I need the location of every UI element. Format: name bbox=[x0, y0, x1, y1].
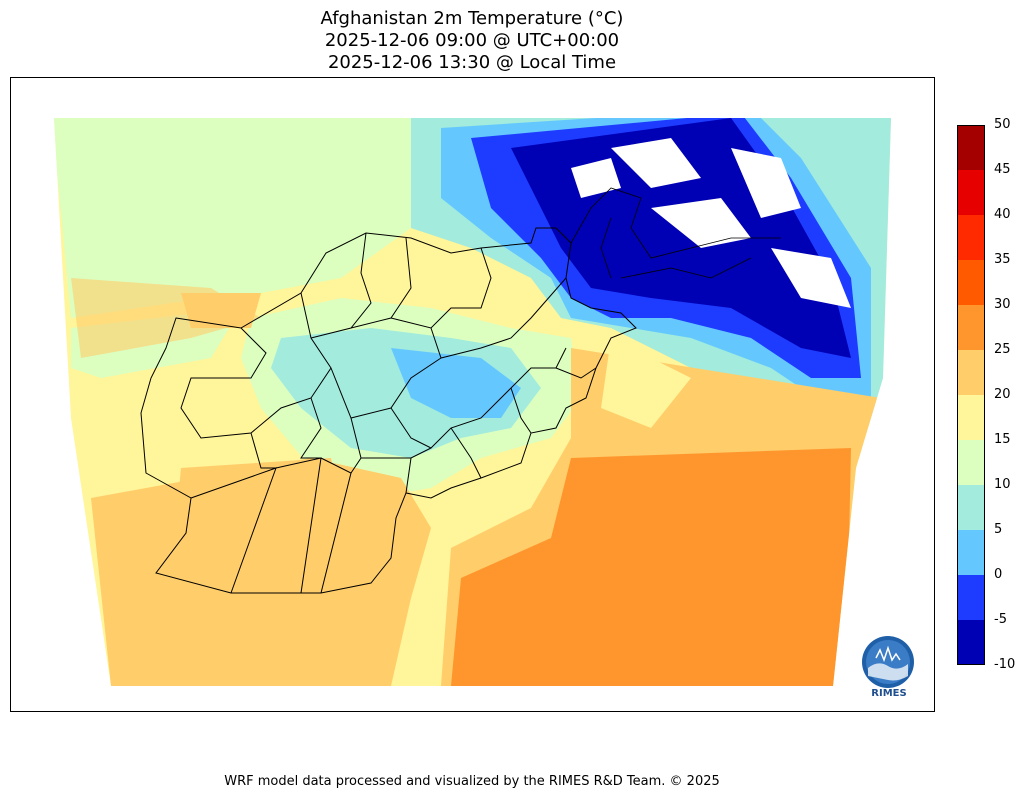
colorbar-segment bbox=[957, 620, 985, 665]
colorbar-segment bbox=[957, 305, 985, 350]
colorbar-segment bbox=[957, 170, 985, 215]
colorbar-segment bbox=[957, 485, 985, 530]
rimes-logo-icon: RIMES bbox=[862, 636, 914, 699]
colorbar-tick-label: 20 bbox=[994, 387, 1011, 402]
title-line-2: 2025-12-06 09:00 @ UTC+00:00 bbox=[324, 30, 620, 51]
colorbar-tick-label: 15 bbox=[994, 432, 1011, 447]
colorbar-tick-label: 25 bbox=[994, 342, 1011, 357]
colorbar-tick-label: 5 bbox=[994, 522, 1003, 537]
footer-credit: WRF model data processed and visualized … bbox=[224, 774, 720, 789]
colorbar-tick-label: 40 bbox=[994, 207, 1011, 222]
colorbar-tick-label: 50 bbox=[994, 117, 1011, 132]
logo-text: RIMES bbox=[871, 688, 906, 699]
colorbar bbox=[957, 125, 985, 665]
colorbar-tick-label: -10 bbox=[994, 657, 1016, 672]
map-frame bbox=[10, 77, 935, 712]
colorbar-segment bbox=[957, 395, 985, 440]
northern-boundaries bbox=[570, 187, 781, 279]
colorbar-tick-label: 0 bbox=[994, 567, 1003, 582]
colorbar-segment bbox=[957, 215, 985, 260]
colorbar-tick-label: -5 bbox=[994, 612, 1007, 627]
colorbar-segment bbox=[957, 350, 985, 395]
colorbar-segment bbox=[957, 125, 985, 170]
colorbar-tick-label: 30 bbox=[994, 297, 1011, 312]
temperature-field bbox=[54, 118, 891, 686]
colorbar-segment bbox=[957, 530, 985, 575]
colorbar-tick-label: 10 bbox=[994, 477, 1011, 492]
colorbar-segment bbox=[957, 440, 985, 485]
province-borders bbox=[140, 227, 637, 594]
colorbar-tick-label: 45 bbox=[994, 162, 1011, 177]
title-line-1: Afghanistan 2m Temperature (°C) bbox=[320, 8, 624, 29]
colorbar-segment bbox=[957, 260, 985, 305]
temperature-map bbox=[54, 118, 891, 686]
colorbar-tick-label: 35 bbox=[994, 252, 1011, 267]
colorbar-border bbox=[957, 125, 985, 665]
colorbar-segment bbox=[957, 575, 985, 620]
title-line-3: 2025-12-06 13:30 @ Local Time bbox=[327, 52, 617, 73]
